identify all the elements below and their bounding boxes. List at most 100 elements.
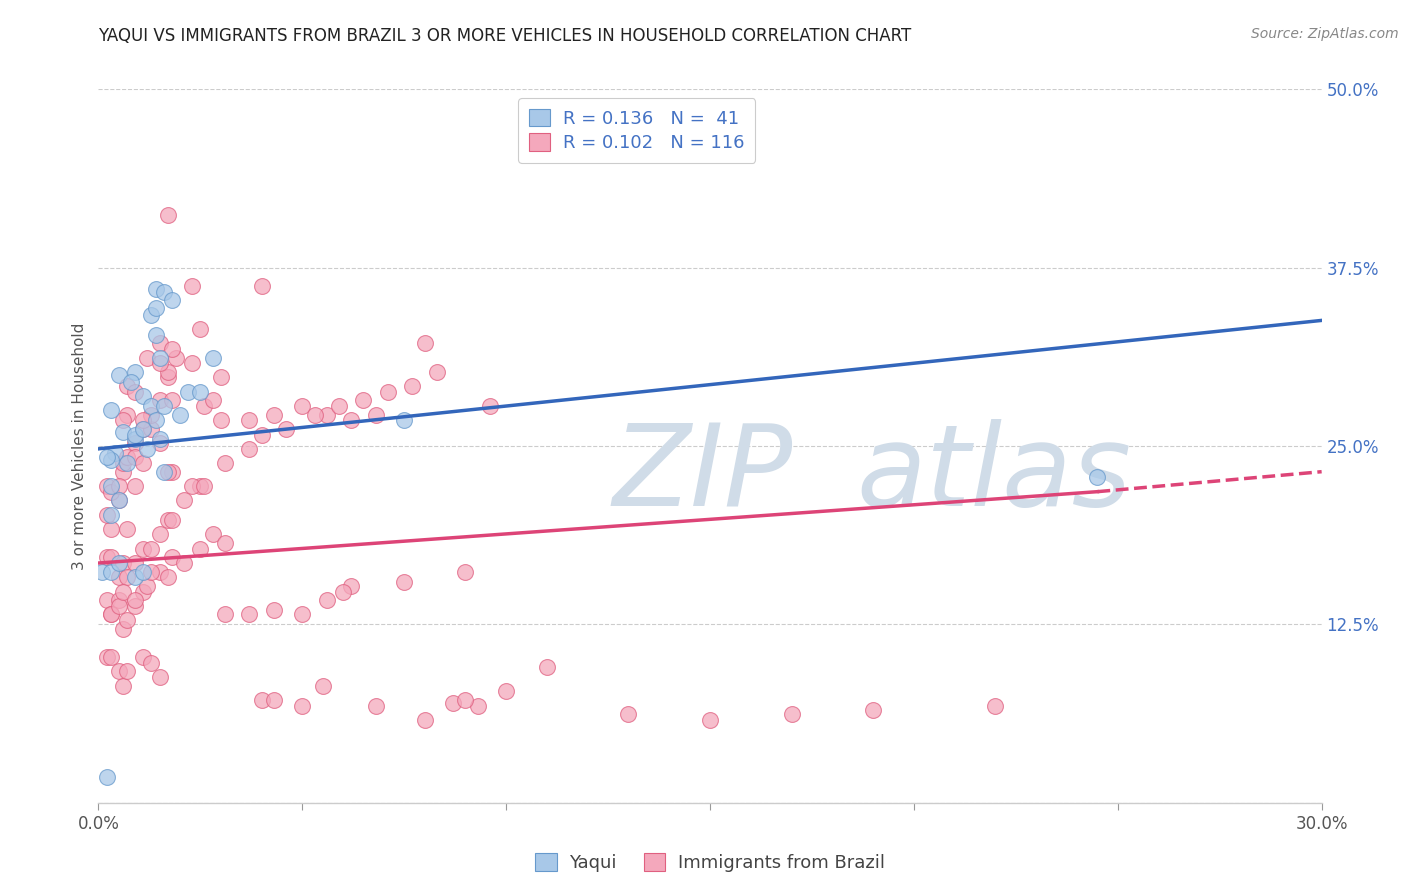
Point bbox=[132, 456, 155, 470]
Text: atlas: atlas bbox=[856, 419, 1132, 530]
Point bbox=[132, 541, 155, 556]
Point bbox=[862, 703, 884, 717]
Point bbox=[392, 413, 416, 427]
Point bbox=[108, 593, 131, 607]
Point bbox=[111, 425, 134, 439]
Point bbox=[108, 556, 131, 570]
Point bbox=[136, 579, 159, 593]
Point bbox=[96, 650, 118, 665]
Point bbox=[108, 368, 131, 382]
Point bbox=[173, 556, 195, 570]
Point bbox=[181, 279, 204, 293]
Point bbox=[124, 593, 146, 607]
Point bbox=[111, 456, 134, 470]
Point bbox=[145, 327, 167, 342]
Point bbox=[201, 393, 224, 408]
Point bbox=[188, 322, 212, 336]
Point bbox=[250, 693, 273, 707]
Point bbox=[115, 450, 138, 465]
Point bbox=[100, 453, 122, 467]
Point bbox=[108, 599, 131, 613]
Point bbox=[115, 408, 138, 422]
Point bbox=[120, 375, 142, 389]
Point bbox=[115, 456, 138, 470]
Point bbox=[441, 696, 464, 710]
Point bbox=[108, 493, 131, 508]
Point bbox=[188, 384, 212, 399]
Point bbox=[291, 399, 314, 413]
Point bbox=[132, 584, 155, 599]
Point bbox=[104, 446, 127, 460]
Point bbox=[132, 650, 155, 665]
Point bbox=[111, 584, 134, 599]
Point bbox=[209, 413, 232, 427]
Point bbox=[108, 493, 131, 508]
Point bbox=[1085, 470, 1108, 484]
Point bbox=[495, 684, 517, 698]
Point bbox=[426, 365, 449, 379]
Point bbox=[173, 493, 195, 508]
Point bbox=[141, 656, 163, 670]
Point bbox=[160, 393, 183, 408]
Point bbox=[149, 356, 172, 370]
Point bbox=[132, 389, 155, 403]
Point bbox=[377, 384, 399, 399]
Point bbox=[100, 484, 122, 499]
Point bbox=[214, 456, 236, 470]
Point bbox=[188, 541, 212, 556]
Point bbox=[536, 660, 558, 674]
Point bbox=[124, 436, 146, 450]
Point bbox=[340, 579, 363, 593]
Point bbox=[291, 698, 314, 713]
Point bbox=[152, 285, 174, 299]
Point bbox=[181, 479, 204, 493]
Point bbox=[149, 436, 172, 450]
Text: YAQUI VS IMMIGRANTS FROM BRAZIL 3 OR MORE VEHICLES IN HOUSEHOLD CORRELATION CHAR: YAQUI VS IMMIGRANTS FROM BRAZIL 3 OR MOR… bbox=[98, 27, 911, 45]
Point bbox=[364, 408, 387, 422]
Point bbox=[100, 607, 122, 622]
Point bbox=[141, 308, 163, 322]
Point bbox=[156, 370, 179, 384]
Point bbox=[111, 556, 134, 570]
Text: Source: ZipAtlas.com: Source: ZipAtlas.com bbox=[1251, 27, 1399, 41]
Point bbox=[169, 408, 191, 422]
Point bbox=[478, 399, 501, 413]
Point bbox=[108, 665, 131, 679]
Point bbox=[124, 556, 146, 570]
Point bbox=[160, 550, 183, 565]
Point bbox=[111, 413, 134, 427]
Point bbox=[96, 593, 118, 607]
Point bbox=[315, 593, 337, 607]
Point bbox=[132, 422, 155, 436]
Point bbox=[152, 399, 174, 413]
Point bbox=[145, 282, 167, 296]
Point bbox=[214, 607, 236, 622]
Point bbox=[115, 379, 138, 393]
Point bbox=[136, 351, 159, 365]
Point bbox=[413, 713, 436, 727]
Point bbox=[156, 570, 179, 584]
Point bbox=[201, 351, 224, 365]
Point bbox=[100, 650, 122, 665]
Point bbox=[165, 351, 187, 365]
Point bbox=[100, 522, 122, 536]
Point bbox=[340, 413, 363, 427]
Point bbox=[160, 513, 183, 527]
Point bbox=[115, 613, 138, 627]
Point bbox=[132, 565, 155, 579]
Point bbox=[96, 508, 118, 522]
Point bbox=[124, 479, 146, 493]
Legend: Yaqui, Immigrants from Brazil: Yaqui, Immigrants from Brazil bbox=[527, 847, 893, 880]
Point bbox=[111, 622, 134, 636]
Point bbox=[315, 408, 337, 422]
Point bbox=[141, 565, 163, 579]
Point bbox=[132, 413, 155, 427]
Point bbox=[124, 450, 146, 465]
Point bbox=[312, 679, 335, 693]
Point bbox=[263, 693, 285, 707]
Point bbox=[108, 570, 131, 584]
Point bbox=[115, 665, 138, 679]
Point bbox=[124, 599, 146, 613]
Point bbox=[238, 442, 260, 456]
Point bbox=[250, 427, 273, 442]
